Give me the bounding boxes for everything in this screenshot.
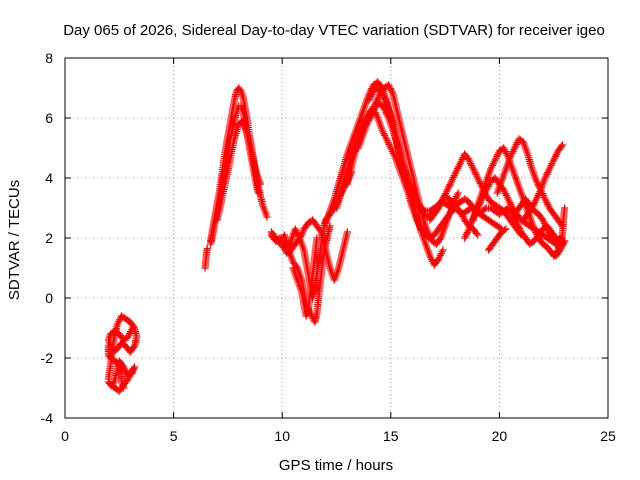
- x-tick-label: 15: [383, 428, 399, 444]
- data-point: [313, 234, 321, 242]
- y-tick-label: 2: [45, 230, 53, 246]
- y-tick-label: -2: [41, 350, 54, 366]
- y-tick-label: -4: [41, 410, 54, 426]
- chart-points: [104, 78, 569, 395]
- data-point: [128, 324, 136, 332]
- x-tick-label: 20: [492, 428, 508, 444]
- chart-title: Day 065 of 2026, Sidereal Day-to-day VTE…: [63, 22, 605, 39]
- y-tick-label: 0: [45, 290, 53, 306]
- x-tick-label: 5: [170, 428, 178, 444]
- data-point: [256, 180, 265, 188]
- data-point: [560, 204, 569, 212]
- data-point: [558, 141, 566, 149]
- y-tick-label: 4: [45, 170, 53, 186]
- x-tick-label: 0: [61, 428, 69, 444]
- data-point: [109, 381, 117, 389]
- data-point: [254, 189, 262, 197]
- data-point: [454, 189, 462, 197]
- data-point: [502, 225, 510, 233]
- data-point: [326, 222, 334, 230]
- y-tick-label: 6: [45, 110, 53, 126]
- data-point: [474, 231, 482, 239]
- data-point: [439, 246, 447, 254]
- y-tick-label: 8: [45, 50, 53, 66]
- data-point: [120, 384, 128, 392]
- x-tick-label: 25: [600, 428, 616, 444]
- y-axis-label: SDTVAR / TECUs: [6, 180, 23, 300]
- data-point: [263, 213, 271, 221]
- x-axis-ticks: 0 5 10 15 20 25: [61, 58, 616, 444]
- x-tick-label: 10: [274, 428, 290, 444]
- data-point: [203, 244, 211, 253]
- data-point: [343, 228, 351, 236]
- data-point: [517, 231, 525, 239]
- x-axis-label: GPS time / hours: [279, 457, 393, 474]
- y-axis-ticks: -4 -2 0 2 4 6 8: [41, 50, 608, 426]
